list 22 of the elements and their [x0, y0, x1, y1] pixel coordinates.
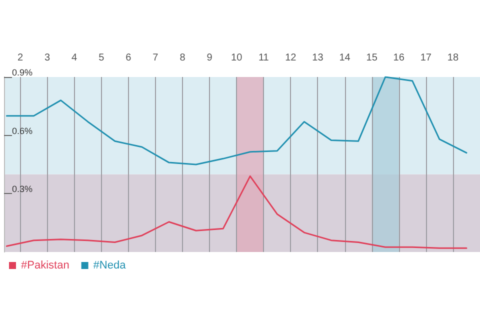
x-tick-label: 16 [393, 52, 405, 64]
x-tick-label: 5 [98, 52, 105, 64]
x-tick-label: 11 [258, 52, 270, 64]
x-tick-label: 6 [126, 52, 132, 64]
x-tick-label: 17 [420, 52, 432, 64]
x-tick-label: 4 [72, 52, 78, 64]
x-tick-label: 12 [285, 52, 297, 64]
x-tick-label: 8 [180, 52, 186, 64]
x-tick-label: 13 [312, 52, 324, 64]
x-tick-label: 9 [206, 52, 213, 64]
y-tick-label: 0.9% [12, 68, 33, 78]
x-tick-label: 3 [44, 52, 50, 64]
x-tick-label: 10 [231, 52, 243, 64]
y-tick-label: 0.3% [12, 184, 33, 194]
x-tick-label: 7 [152, 52, 159, 64]
x-tick-label: 15 [366, 52, 378, 64]
legend-label: #Neda [93, 260, 127, 272]
x-tick-label: 18 [447, 52, 459, 64]
x-tick-label: 2 [17, 52, 24, 64]
y-tick-label: 0.6% [12, 126, 33, 136]
x-tick-label: 14 [339, 52, 351, 64]
legend-label: #Pakistan [21, 260, 70, 272]
